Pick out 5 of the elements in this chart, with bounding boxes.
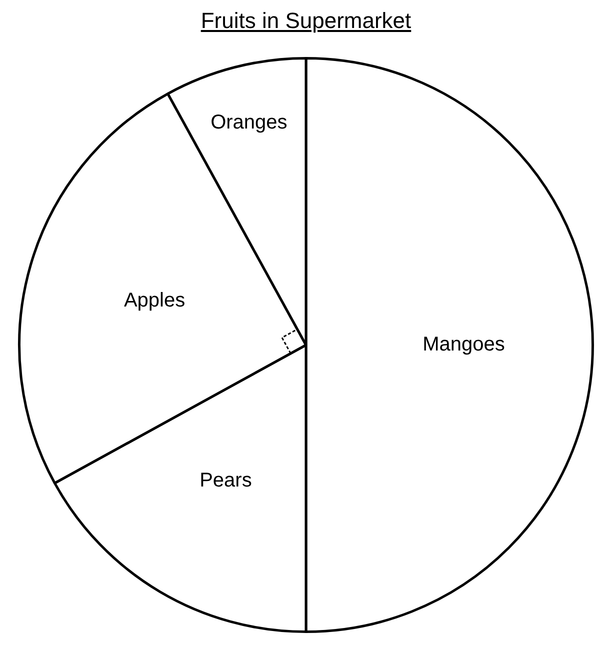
slice-label: Mangoes bbox=[422, 334, 505, 356]
chart-title: Fruits in Supermarket bbox=[200, 8, 412, 34]
slice-label: Oranges bbox=[210, 111, 288, 134]
slice-label: Apples bbox=[124, 290, 186, 312]
slice-label: Pears bbox=[200, 469, 252, 492]
